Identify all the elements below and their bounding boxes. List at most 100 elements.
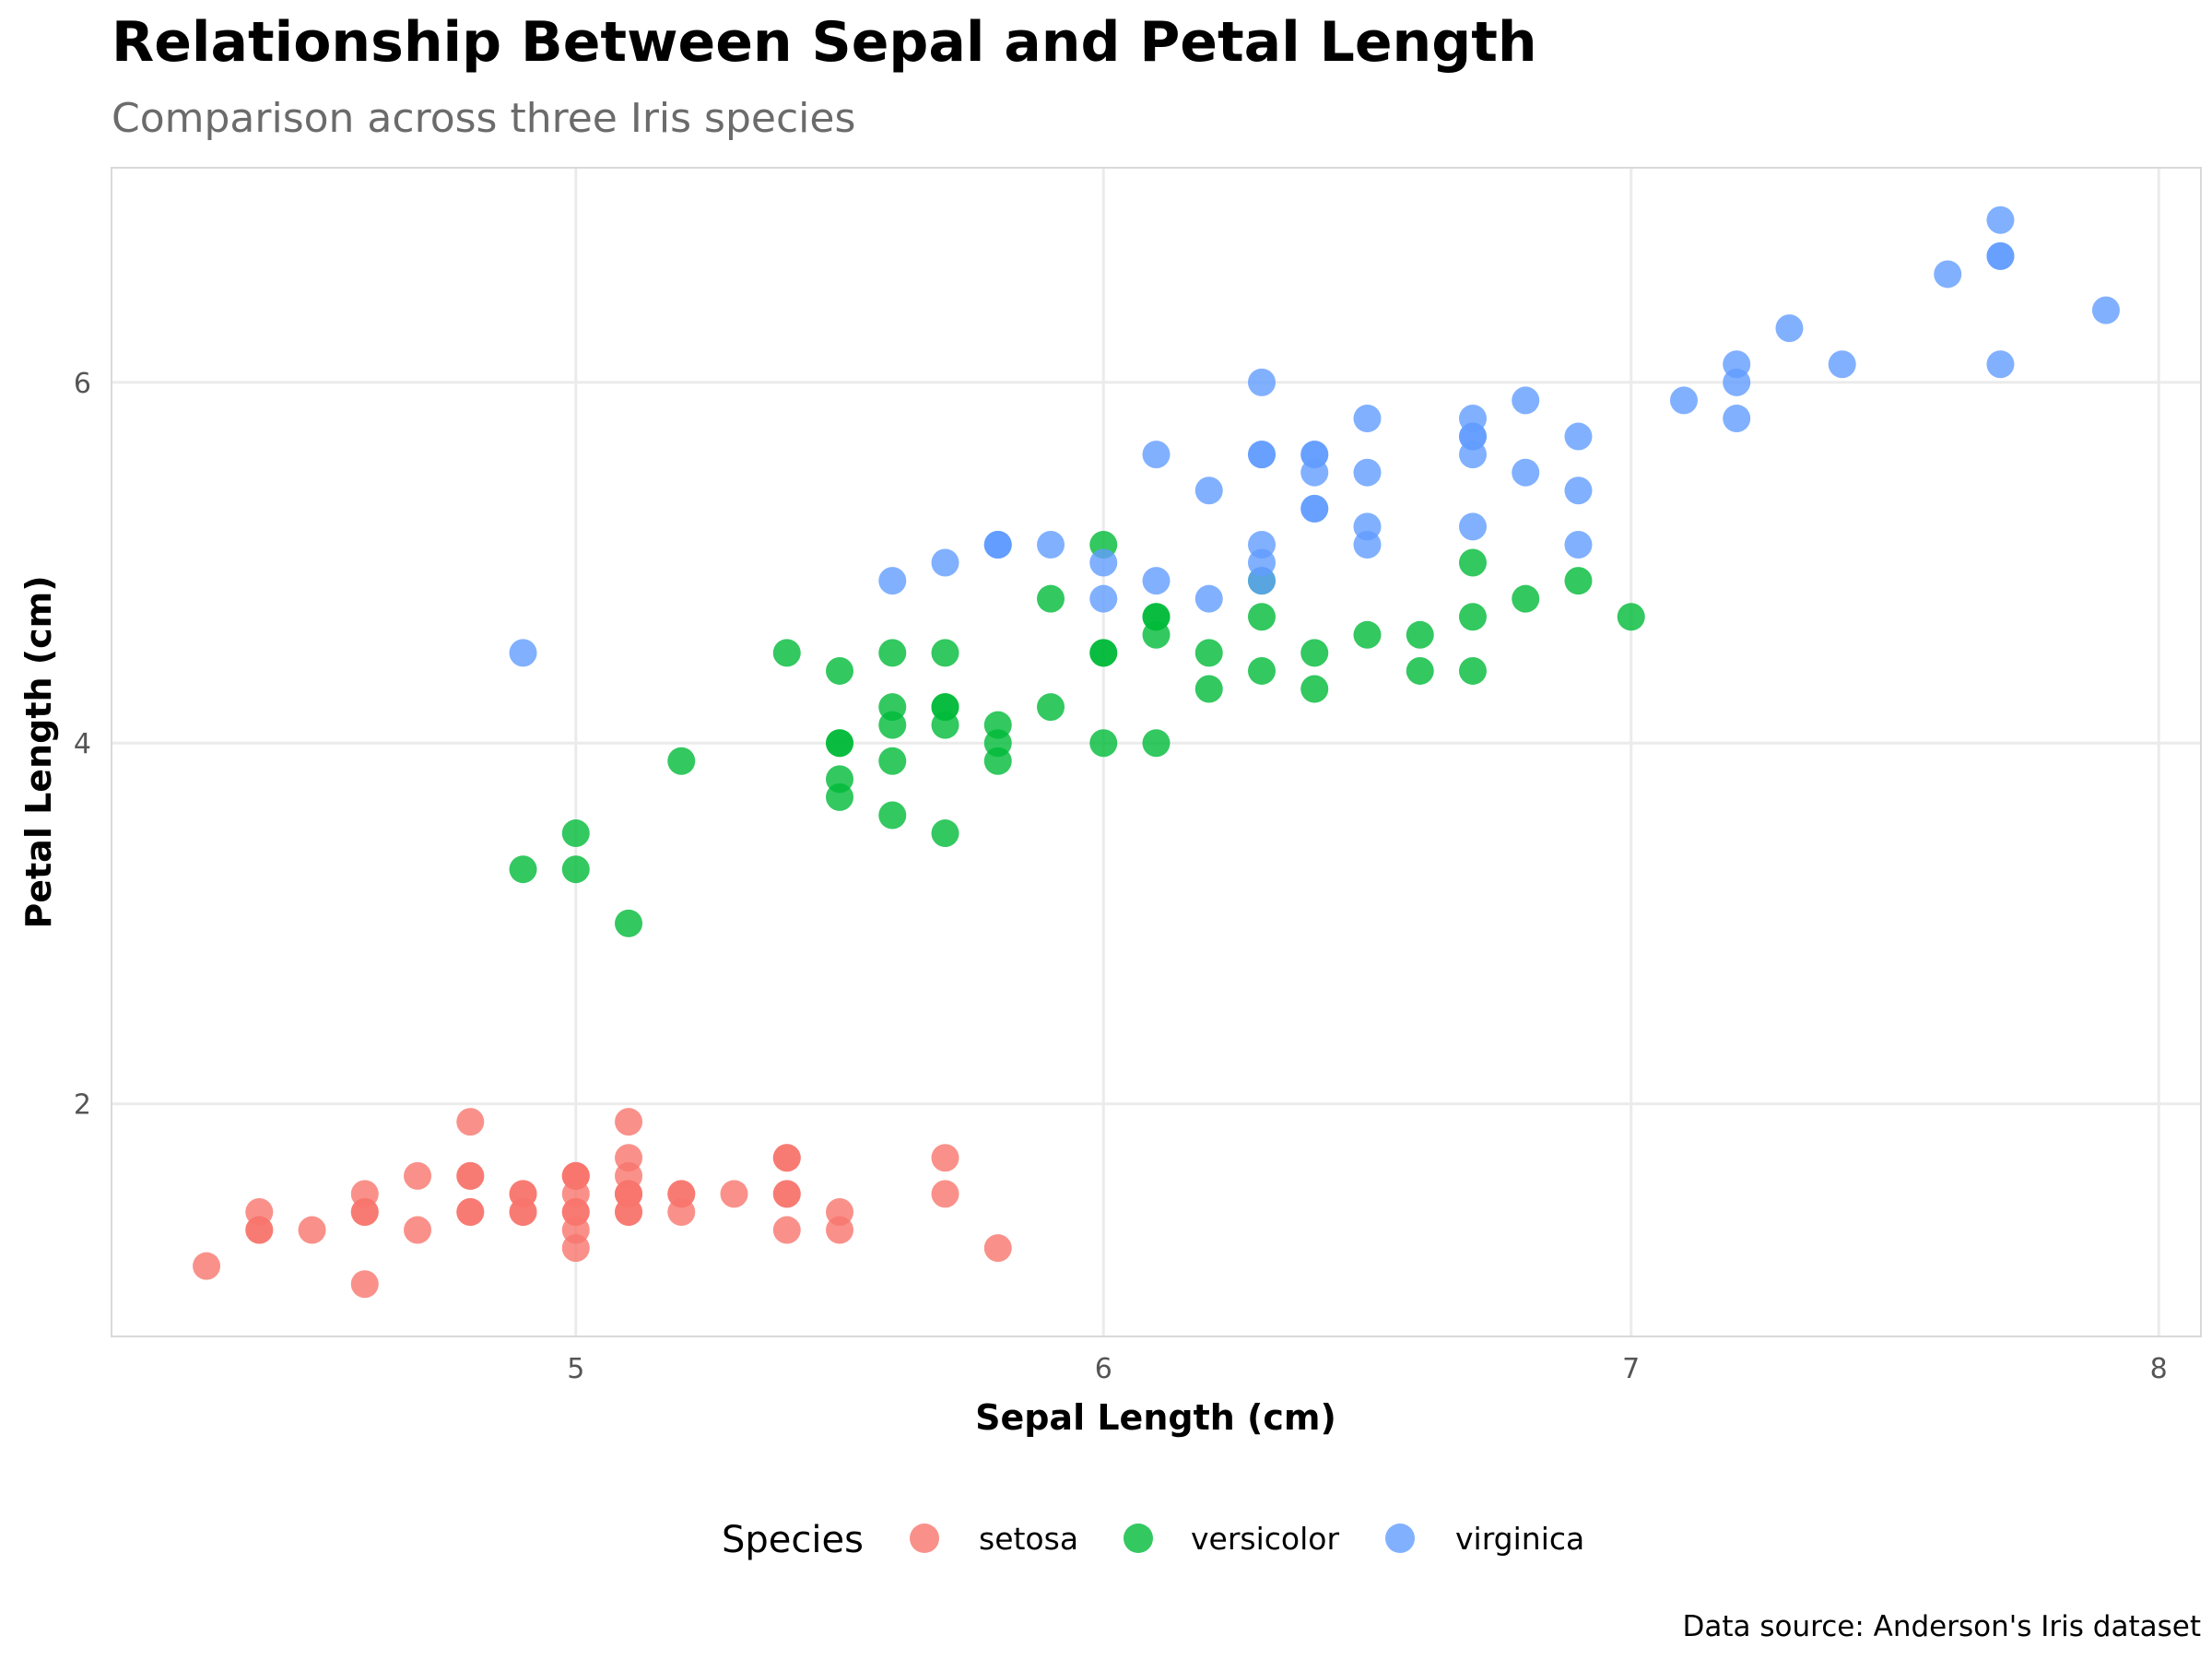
point-setosa [772,1180,801,1208]
point-versicolor [1247,603,1276,631]
point-versicolor [1458,656,1487,685]
point-setosa [456,1161,485,1190]
caption: Data source: Anderson's Iris dataset [1683,1610,2201,1643]
point-virginica [1564,530,1593,559]
point-virginica [1247,368,1276,396]
point-versicolor [1353,620,1382,649]
point-virginica [1353,404,1382,432]
point-virginica [1986,241,2015,270]
legend-item-versicolor: versicolor [1124,1521,1339,1557]
point-versicolor [1194,675,1223,703]
legend-label-setosa: setosa [979,1521,1078,1557]
point-virginica [1194,477,1223,505]
point-versicolor [1406,656,1434,685]
point-versicolor [615,909,643,937]
y-axis-tick-labels: 2 4 6 [74,368,91,1122]
point-virginica [2091,296,2120,324]
point-setosa [615,1161,643,1190]
point-virginica [1723,368,1751,396]
point-virginica [1037,530,1065,559]
point-virginica [1986,350,2015,379]
point-virginica [878,567,907,595]
point-setosa [931,1180,959,1208]
point-setosa [772,1216,801,1244]
legend-title: Species [722,1519,864,1561]
point-virginica [1142,441,1171,469]
point-versicolor [878,747,907,775]
point-virginica [1194,584,1223,613]
x-axis-tick-labels: 5 6 7 8 [567,1353,2168,1385]
point-versicolor [772,639,801,667]
point-setosa [720,1180,748,1208]
point-versicolor [1512,584,1540,613]
point-versicolor [1194,639,1223,667]
point-virginica [983,530,1012,559]
point-virginica [1934,260,1962,288]
point-versicolor [931,711,959,739]
point-setosa [561,1197,590,1226]
point-versicolor [561,819,590,848]
point-versicolor [826,729,854,758]
point-versicolor [1617,603,1645,631]
point-virginica [1353,512,1382,541]
point-versicolor [1406,620,1434,649]
point-setosa [772,1144,801,1172]
legend-label-versicolor: versicolor [1191,1521,1339,1557]
point-virginica [509,639,537,667]
y-tick-label: 4 [74,728,91,760]
point-versicolor [1142,620,1171,649]
point-setosa [193,1252,221,1280]
point-setosa [404,1161,432,1190]
point-virginica [1247,548,1276,577]
point-setosa [456,1197,485,1226]
point-setosa [931,1144,959,1172]
point-virginica [1089,584,1118,613]
point-virginica [1142,567,1171,595]
point-versicolor [878,693,907,722]
point-versicolor [1037,693,1065,722]
point-virginica [1723,404,1751,432]
point-versicolor [1247,656,1276,685]
y-tick-label: 6 [74,368,91,400]
point-virginica [1564,477,1593,505]
point-setosa [350,1270,379,1299]
point-versicolor [878,639,907,667]
point-setosa [245,1216,274,1244]
chart-title: Relationship Between Sepal and Petal Len… [112,10,1537,75]
legend-key-setosa [910,1524,939,1553]
point-virginica [1300,458,1329,487]
point-versicolor [1564,567,1593,595]
legend-item-setosa: setosa [910,1521,1078,1557]
point-setosa [983,1234,1012,1263]
point-versicolor [1458,548,1487,577]
point-versicolor [1089,729,1118,758]
point-versicolor [667,747,696,775]
point-virginica [1458,422,1487,451]
y-axis-title: Petal Length (cm) [18,575,59,928]
point-setosa [350,1197,379,1226]
x-tick-label: 8 [2150,1353,2168,1385]
point-virginica [1353,458,1382,487]
point-versicolor [878,801,907,830]
point-virginica [1247,441,1276,469]
legend-key-versicolor [1124,1524,1153,1553]
point-versicolor [1089,639,1118,667]
point-versicolor [561,855,590,884]
point-setosa [667,1180,696,1208]
point-setosa [509,1197,537,1226]
point-virginica [1089,548,1118,577]
y-tick-label: 2 [74,1089,91,1122]
plot-panel [111,167,2202,1337]
point-versicolor [826,782,854,811]
point-setosa [615,1108,643,1136]
point-versicolor [1300,675,1329,703]
point-virginica [1828,350,1856,379]
x-tick-label: 6 [1095,1353,1112,1385]
point-versicolor [1037,584,1065,613]
point-versicolor [1142,729,1171,758]
panel-border [111,167,2202,1337]
data-points [193,206,2120,1299]
x-tick-label: 5 [567,1353,584,1385]
